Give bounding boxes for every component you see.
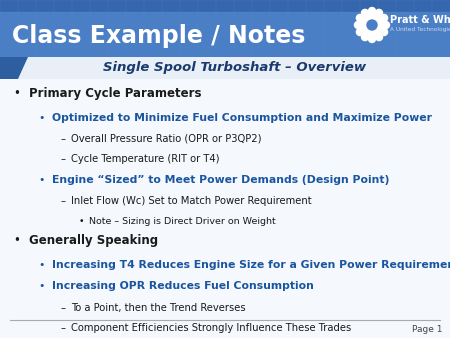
Text: Optimized to Minimize Fuel Consumption and Maximize Power: Optimized to Minimize Fuel Consumption a… <box>52 113 432 123</box>
FancyBboxPatch shape <box>0 0 450 12</box>
Text: •: • <box>38 260 45 270</box>
Circle shape <box>382 22 390 28</box>
Text: Note – Sizing is Direct Driver on Weight: Note – Sizing is Direct Driver on Weight <box>89 217 275 225</box>
Text: Primary Cycle Parameters: Primary Cycle Parameters <box>29 87 202 99</box>
Text: A United Technologies Company: A United Technologies Company <box>390 27 450 32</box>
Text: •: • <box>38 113 45 123</box>
Text: •: • <box>38 281 45 291</box>
Text: Engine “Sized” to Meet Power Demands (Design Point): Engine “Sized” to Meet Power Demands (De… <box>52 174 389 185</box>
Polygon shape <box>18 57 450 79</box>
Text: Single Spool Turboshaft – Overview: Single Spool Turboshaft – Overview <box>104 62 367 74</box>
Text: •: • <box>38 174 45 185</box>
Circle shape <box>356 15 364 22</box>
Circle shape <box>367 20 377 30</box>
Text: –: – <box>61 303 66 313</box>
FancyBboxPatch shape <box>0 0 450 57</box>
Text: –: – <box>61 196 66 206</box>
Circle shape <box>375 9 382 16</box>
Circle shape <box>361 33 369 41</box>
Text: Class Example / Notes: Class Example / Notes <box>12 24 306 48</box>
Circle shape <box>361 14 383 36</box>
Text: Generally Speaking: Generally Speaking <box>29 234 158 247</box>
Text: •: • <box>79 217 84 225</box>
Circle shape <box>356 28 364 35</box>
Text: –: – <box>61 154 66 164</box>
Circle shape <box>361 9 369 16</box>
Text: To a Point, then the Trend Reverses: To a Point, then the Trend Reverses <box>71 303 246 313</box>
Text: •: • <box>14 234 20 247</box>
Text: Pratt & Whitney: Pratt & Whitney <box>390 15 450 25</box>
Text: Page 1: Page 1 <box>411 324 442 334</box>
Circle shape <box>381 15 387 22</box>
Text: Overall Pressure Ratio (OPR or P3QP2): Overall Pressure Ratio (OPR or P3QP2) <box>71 134 261 144</box>
Text: •: • <box>14 87 20 99</box>
Circle shape <box>375 33 382 41</box>
Text: Component Efficiencies Strongly Influence These Trades: Component Efficiencies Strongly Influenc… <box>71 323 351 333</box>
Text: –: – <box>61 323 66 333</box>
Text: Cycle Temperature (RIT or T4): Cycle Temperature (RIT or T4) <box>71 154 220 164</box>
Circle shape <box>369 35 375 43</box>
Text: –: – <box>61 134 66 144</box>
Text: Inlet Flow (Wc) Set to Match Power Requirement: Inlet Flow (Wc) Set to Match Power Requi… <box>71 196 312 206</box>
Circle shape <box>355 22 361 28</box>
Circle shape <box>369 7 375 15</box>
Text: Increasing OPR Reduces Fuel Consumption: Increasing OPR Reduces Fuel Consumption <box>52 281 314 291</box>
Polygon shape <box>0 57 28 79</box>
Text: Increasing T4 Reduces Engine Size for a Given Power Requirement: Increasing T4 Reduces Engine Size for a … <box>52 260 450 270</box>
Circle shape <box>381 28 387 35</box>
